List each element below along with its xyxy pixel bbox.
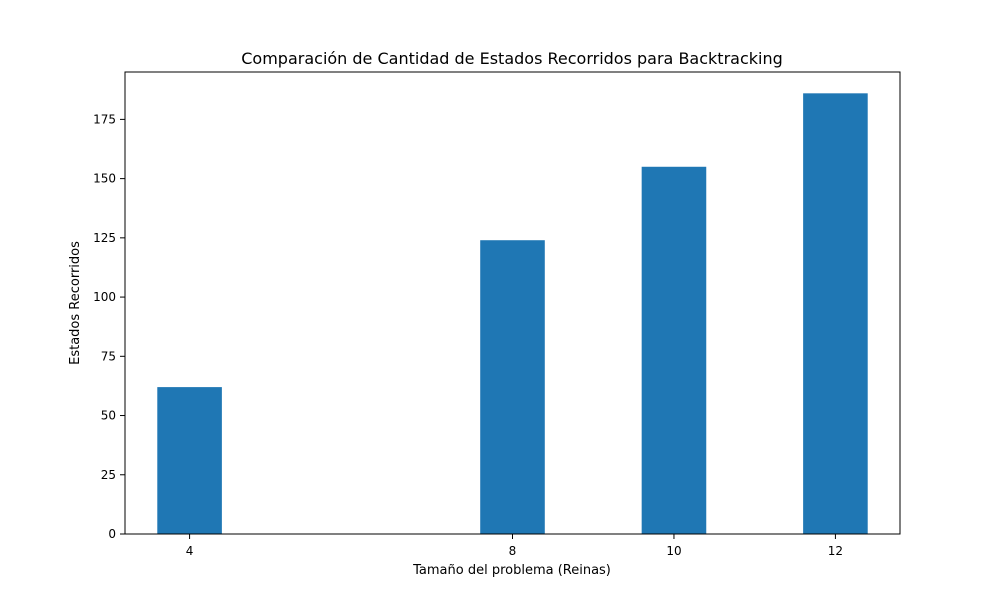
- y-tick-label: 175: [93, 112, 116, 126]
- chart-title: Comparación de Cantidad de Estados Recor…: [241, 49, 783, 68]
- x-axis-label: Tamaño del problema (Reinas): [412, 563, 611, 578]
- x-tick-label: 4: [186, 544, 194, 558]
- y-tick-label: 100: [93, 290, 116, 304]
- x-tick-label: 8: [509, 544, 517, 558]
- y-axis-label: Estados Recorridos: [68, 241, 83, 365]
- bar-10: [641, 166, 707, 534]
- x-axis-ticks: 4 8 10 12: [186, 534, 843, 558]
- y-tick-label: 150: [93, 172, 116, 186]
- y-tick-label: 0: [108, 527, 116, 541]
- x-tick-label: 10: [666, 544, 681, 558]
- bars-group: [157, 93, 868, 535]
- y-tick-label: 25: [101, 468, 116, 482]
- x-tick-label: 12: [828, 544, 843, 558]
- y-tick-label: 125: [93, 231, 116, 245]
- y-axis-ticks: 0 25 50 75 100 125 150 175: [93, 112, 125, 541]
- plot-frame: [124, 71, 901, 535]
- bar-4: [157, 387, 222, 534]
- bar-8: [480, 240, 545, 534]
- y-tick-label: 75: [101, 349, 116, 363]
- y-tick-label: 50: [101, 409, 116, 423]
- bar-12: [803, 93, 868, 535]
